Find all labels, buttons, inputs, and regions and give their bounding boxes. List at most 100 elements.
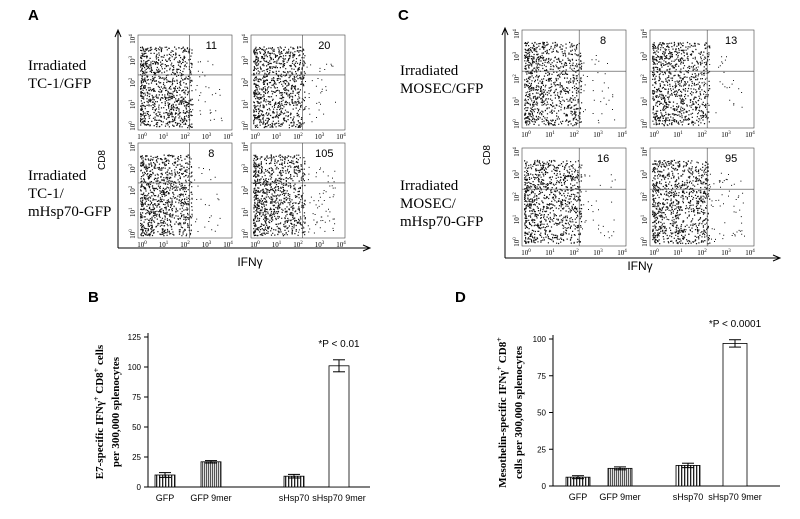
quadrant-count: 16: [597, 153, 609, 165]
panel-label: B: [88, 289, 99, 306]
decade-base: 10: [336, 133, 344, 141]
decade-base: 10: [129, 188, 137, 196]
x-decade-label: 101: [272, 133, 282, 141]
x-decade-label: 101: [545, 249, 555, 257]
decade-base: 10: [641, 194, 649, 202]
label-text: cells: [94, 344, 106, 368]
decade-base: 10: [641, 99, 649, 107]
x-tick-label: sHsp70 9mer: [312, 493, 366, 503]
x-tick-label: GFP 9mer: [190, 493, 231, 503]
decade-base: 10: [223, 133, 231, 141]
event-dots: [524, 41, 616, 127]
y-decade-label: 102: [641, 192, 649, 202]
superscript: +: [92, 396, 101, 401]
decade-exp: 2: [242, 185, 247, 188]
y-tick-label: 75: [132, 393, 141, 402]
decade-base: 10: [242, 231, 250, 239]
decade-exp: 4: [230, 241, 233, 246]
x-decade-label: 104: [336, 133, 346, 141]
decade-base: 10: [242, 102, 250, 110]
decade-exp: 1: [680, 249, 683, 254]
decade-exp: 2: [641, 74, 646, 77]
x-decade-label: 103: [315, 133, 325, 141]
bar: [722, 343, 748, 487]
x-decade-label: 100: [250, 241, 260, 249]
decade-base: 10: [641, 172, 649, 180]
decade-base: 10: [721, 249, 729, 257]
decade-exp: 3: [600, 131, 603, 136]
y-decade-label: 102: [242, 77, 250, 87]
decade-exp: 3: [129, 56, 134, 59]
decade-exp: 4: [641, 147, 646, 150]
arrow-head: [114, 28, 122, 38]
decade-exp: 3: [641, 51, 646, 54]
decade-exp: 0: [641, 237, 646, 240]
decade-base: 10: [617, 249, 625, 257]
decade-base: 10: [513, 194, 521, 202]
superscript: +: [495, 366, 504, 371]
decade-exp: 2: [187, 241, 190, 246]
x-decade-label: 103: [202, 241, 212, 249]
x-decade-label: 102: [293, 241, 303, 249]
y-decade-label: 103: [242, 164, 250, 174]
y-tick-label: 125: [128, 333, 142, 342]
decade-base: 10: [242, 80, 250, 88]
decade-base: 10: [242, 58, 250, 66]
decade-base: 10: [137, 241, 145, 249]
decade-exp: 1: [641, 214, 646, 217]
decade-base: 10: [159, 133, 167, 141]
x-decade-label: 101: [159, 133, 169, 141]
error-bar: [614, 466, 626, 471]
event-dots: [253, 46, 336, 129]
plot-frame: [649, 29, 755, 129]
x-decade-label: 101: [159, 241, 169, 249]
y-axis-label: E7-specific IFNγ+ CD8+ cells: [92, 344, 107, 479]
decade-base: 10: [202, 241, 210, 249]
decade-base: 10: [673, 131, 681, 139]
decade-exp: 0: [513, 119, 518, 122]
y-tick-label: 100: [533, 335, 547, 344]
decade-exp: 4: [343, 133, 346, 138]
error-bar: [205, 460, 217, 464]
decade-base: 10: [336, 241, 344, 249]
x-decade-label: 102: [180, 241, 190, 249]
y-decade-label: 100: [129, 229, 137, 239]
panel-label: A: [28, 7, 39, 24]
decade-base: 10: [569, 131, 577, 139]
y-decade-label: 101: [129, 207, 137, 217]
y-decade-label: 101: [242, 207, 250, 217]
panel-label: D: [455, 289, 466, 306]
decade-base: 10: [513, 149, 521, 157]
x-decade-label: 100: [521, 249, 531, 257]
y-axis-label: cells per 300,000 splenocytes: [513, 345, 525, 479]
decade-exp: 1: [513, 214, 518, 217]
label-text: CD8: [94, 372, 106, 397]
decade-base: 10: [513, 76, 521, 84]
x-tick-label: sHsp70: [279, 493, 310, 503]
decade-exp: 2: [129, 77, 134, 80]
decade-base: 10: [617, 131, 625, 139]
y-tick-label: 0: [137, 483, 142, 492]
x-decade-label: 102: [697, 131, 707, 139]
decade-exp: 4: [343, 241, 346, 246]
error-bar: [682, 462, 694, 469]
x-decade-label: 100: [137, 241, 147, 249]
decade-base: 10: [137, 133, 145, 141]
decade-exp: 0: [129, 229, 134, 232]
y-decade-label: 101: [129, 99, 137, 109]
decade-base: 10: [641, 149, 649, 157]
y-tick-label: 100: [128, 363, 142, 372]
y-decade-label: 101: [641, 96, 649, 106]
decade-base: 10: [641, 121, 649, 129]
event-dots: [253, 154, 336, 237]
axis-label: CD8: [482, 145, 493, 165]
axis-label: CD8: [97, 150, 108, 170]
decade-exp: 4: [513, 29, 518, 32]
axis-label: IFNγ: [237, 255, 262, 269]
decade-exp: 1: [641, 96, 646, 99]
x-decade-label: 103: [593, 249, 603, 257]
x-decade-label: 102: [569, 249, 579, 257]
decade-exp: 0: [257, 241, 260, 246]
plot-frame: [521, 147, 627, 247]
